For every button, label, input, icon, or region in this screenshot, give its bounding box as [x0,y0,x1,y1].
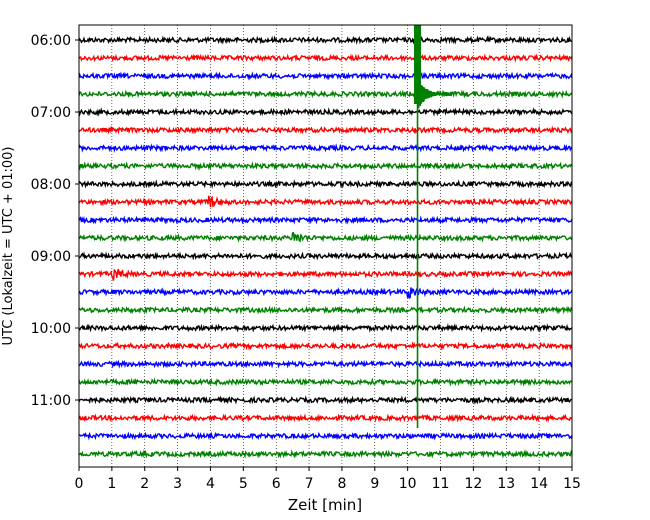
x-tick-label: 4 [206,476,215,492]
x-tick-label: 9 [370,476,379,492]
y-tick-label: 09:00 [31,249,71,265]
trace-1145 [78,449,573,459]
x-tick-label: 6 [272,476,281,492]
y-tick-label: 10:00 [31,321,71,337]
trace-0715 [78,125,573,135]
y-axis-label: UTC (Lokalzeit = UTC + 01:00) [1,147,16,346]
x-tick-label: 8 [337,476,346,492]
event-group [414,25,450,428]
y-tick-label: 08:00 [31,177,71,193]
trace-1130 [78,431,573,441]
y-axis-ticks: 06:00 07:00 08:00 09:00 10:00 11:00 [31,33,79,409]
x-tick-label: 10 [399,476,417,492]
trace-1115 [78,413,573,423]
x-tick-label: 0 [75,476,84,492]
trace-1000 [78,323,573,333]
event-burst-main [414,25,422,104]
trace-0830 [78,215,573,225]
x-axis-ticks: 0 1 2 3 4 5 6 7 8 9 10 11 12 13 14 15 [75,467,581,492]
x-tick-label: 11 [432,476,450,492]
trace-0645 [78,89,573,99]
y-tick-label: 07:00 [31,105,71,121]
trace-group [78,35,573,459]
x-tick-label: 15 [563,476,581,492]
x-tick-label: 2 [140,476,149,492]
trace-0700 [78,107,573,117]
trace-0730 [78,143,573,153]
trace-1045 [78,377,573,387]
plot-area [79,25,572,467]
y-tick-label: 11:00 [31,393,71,409]
x-axis-label: Zeit [min] [288,496,362,514]
trace-0815 [78,195,573,208]
trace-0845 [78,231,573,243]
x-tick-label: 1 [107,476,116,492]
x-tick-label: 5 [239,476,248,492]
trace-0800 [78,179,573,189]
trace-0900 [78,251,573,261]
trace-0600 [78,35,573,45]
trace-1015 [78,341,573,351]
trace-0915 [78,268,573,281]
event-coda [416,79,450,110]
x-tick-label: 12 [464,476,482,492]
trace-0945 [78,305,573,315]
trace-1100 [78,395,573,405]
trace-0615 [78,53,573,63]
trace-1030 [78,359,573,369]
x-tick-label: 13 [497,476,515,492]
trace-0630 [78,71,573,81]
trace-0930 [78,287,573,300]
trace-0745 [78,161,573,171]
x-tick-label: 14 [530,476,548,492]
y-tick-label: 06:00 [31,33,71,49]
plot-frame [78,24,573,468]
x-tick-label: 3 [173,476,182,492]
x-tick-label: 7 [305,476,314,492]
